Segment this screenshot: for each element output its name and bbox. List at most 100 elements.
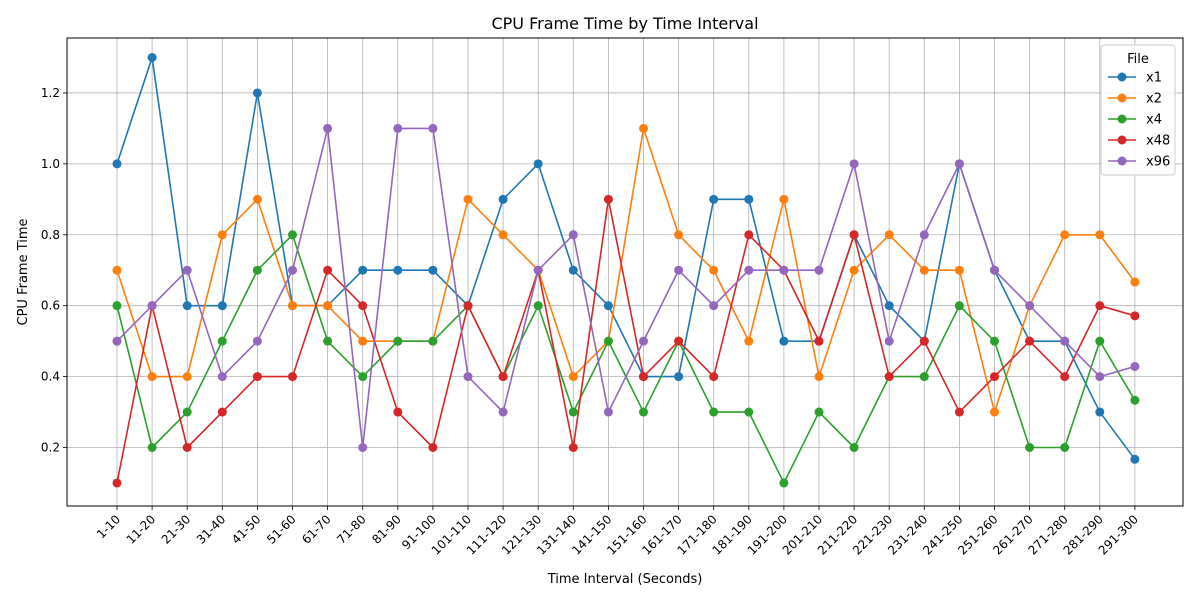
data-point bbox=[428, 123, 438, 133]
x-axis-ticks: 1-10 11-20 21-30 31-40 41-50 51-60 61-70 71-80 8… bbox=[94, 506, 1141, 558]
series-x4 bbox=[112, 230, 1140, 488]
legend-title: File bbox=[1127, 52, 1149, 67]
data-point bbox=[428, 336, 438, 346]
legend-label: x48 bbox=[1146, 134, 1170, 149]
data-point bbox=[1095, 301, 1105, 311]
data-point bbox=[147, 301, 157, 311]
data-point bbox=[323, 265, 333, 275]
series-line bbox=[116, 233, 1136, 484]
legend-label: x96 bbox=[1146, 155, 1170, 170]
data-point bbox=[323, 123, 333, 133]
data-point bbox=[217, 407, 227, 417]
data-point bbox=[779, 194, 789, 204]
series-group bbox=[112, 53, 1140, 488]
data-point bbox=[288, 301, 297, 311]
data-point bbox=[884, 336, 894, 346]
data-point bbox=[674, 265, 684, 275]
data-point bbox=[674, 230, 684, 240]
data-point bbox=[849, 159, 859, 169]
series-line bbox=[116, 127, 1136, 413]
data-point bbox=[288, 265, 297, 275]
legend-item: x1 bbox=[1108, 71, 1162, 86]
data-point bbox=[147, 443, 157, 452]
data-point bbox=[709, 407, 719, 417]
data-point bbox=[1130, 277, 1140, 287]
data-point bbox=[1025, 443, 1035, 452]
data-point bbox=[919, 230, 929, 240]
data-point bbox=[990, 336, 999, 346]
data-point bbox=[568, 443, 578, 452]
data-point bbox=[990, 265, 999, 275]
data-point bbox=[533, 159, 543, 169]
data-point bbox=[744, 407, 754, 417]
data-point bbox=[252, 336, 262, 346]
data-point bbox=[709, 372, 719, 382]
data-point bbox=[252, 372, 262, 382]
data-point bbox=[1130, 454, 1140, 464]
data-point bbox=[323, 336, 333, 346]
data-point bbox=[814, 407, 824, 417]
data-point bbox=[1095, 407, 1105, 417]
data-point bbox=[884, 372, 894, 382]
data-point bbox=[954, 265, 964, 275]
data-point bbox=[147, 372, 157, 382]
data-point bbox=[112, 265, 122, 275]
data-point bbox=[709, 265, 719, 275]
data-point bbox=[639, 336, 648, 346]
data-point bbox=[393, 336, 403, 346]
data-point bbox=[849, 265, 859, 275]
data-point bbox=[217, 230, 227, 240]
y-axis-ticks: 0.2 0.4 0.6 0.8 1.0 1.2 bbox=[41, 86, 67, 455]
data-point bbox=[182, 443, 192, 452]
data-point bbox=[744, 336, 754, 346]
data-point bbox=[288, 230, 297, 240]
data-point bbox=[393, 265, 403, 275]
data-point bbox=[428, 443, 438, 452]
data-point bbox=[217, 301, 227, 311]
data-point bbox=[112, 159, 122, 169]
data-point bbox=[1095, 230, 1105, 240]
data-point bbox=[252, 88, 262, 98]
legend: File x1 x2 x4 x48 x96 bbox=[1100, 44, 1176, 176]
x-tick-label: 21-30 bbox=[159, 512, 194, 547]
data-point bbox=[323, 301, 333, 311]
data-point bbox=[919, 336, 929, 346]
data-point bbox=[498, 372, 508, 382]
legend-marker bbox=[1117, 93, 1127, 103]
data-point bbox=[709, 194, 719, 204]
y-tick-label: 0.2 bbox=[41, 441, 60, 455]
data-point bbox=[568, 372, 578, 382]
legend-item: x48 bbox=[1108, 134, 1170, 149]
data-point bbox=[288, 372, 297, 382]
data-point bbox=[603, 301, 613, 311]
chart-title: CPU Frame Time by Time Interval bbox=[491, 14, 758, 33]
data-point bbox=[428, 265, 438, 275]
data-point bbox=[1060, 372, 1070, 382]
data-point bbox=[603, 336, 613, 346]
x-tick-label: 11-20 bbox=[124, 512, 159, 547]
data-point bbox=[463, 372, 473, 382]
x-tick-label: 1-10 bbox=[94, 512, 123, 541]
data-point bbox=[603, 407, 613, 417]
series-line bbox=[116, 127, 1136, 449]
data-point bbox=[182, 265, 192, 275]
x-tick-label: 41-50 bbox=[229, 512, 264, 547]
data-point bbox=[533, 265, 543, 275]
legend-label: x1 bbox=[1146, 71, 1162, 86]
data-point bbox=[182, 407, 192, 417]
series-x96 bbox=[112, 123, 1140, 452]
series-x2 bbox=[112, 123, 1140, 417]
data-point bbox=[639, 123, 648, 133]
legend-marker bbox=[1117, 156, 1127, 166]
legend-item: x96 bbox=[1108, 155, 1170, 170]
data-point bbox=[744, 194, 754, 204]
data-point bbox=[1060, 336, 1070, 346]
data-point bbox=[252, 194, 262, 204]
data-point bbox=[779, 336, 789, 346]
data-point bbox=[919, 265, 929, 275]
data-point bbox=[358, 336, 368, 346]
data-point bbox=[919, 372, 929, 382]
legend-label: x4 bbox=[1146, 113, 1162, 128]
y-tick-label: 1.0 bbox=[41, 157, 60, 171]
